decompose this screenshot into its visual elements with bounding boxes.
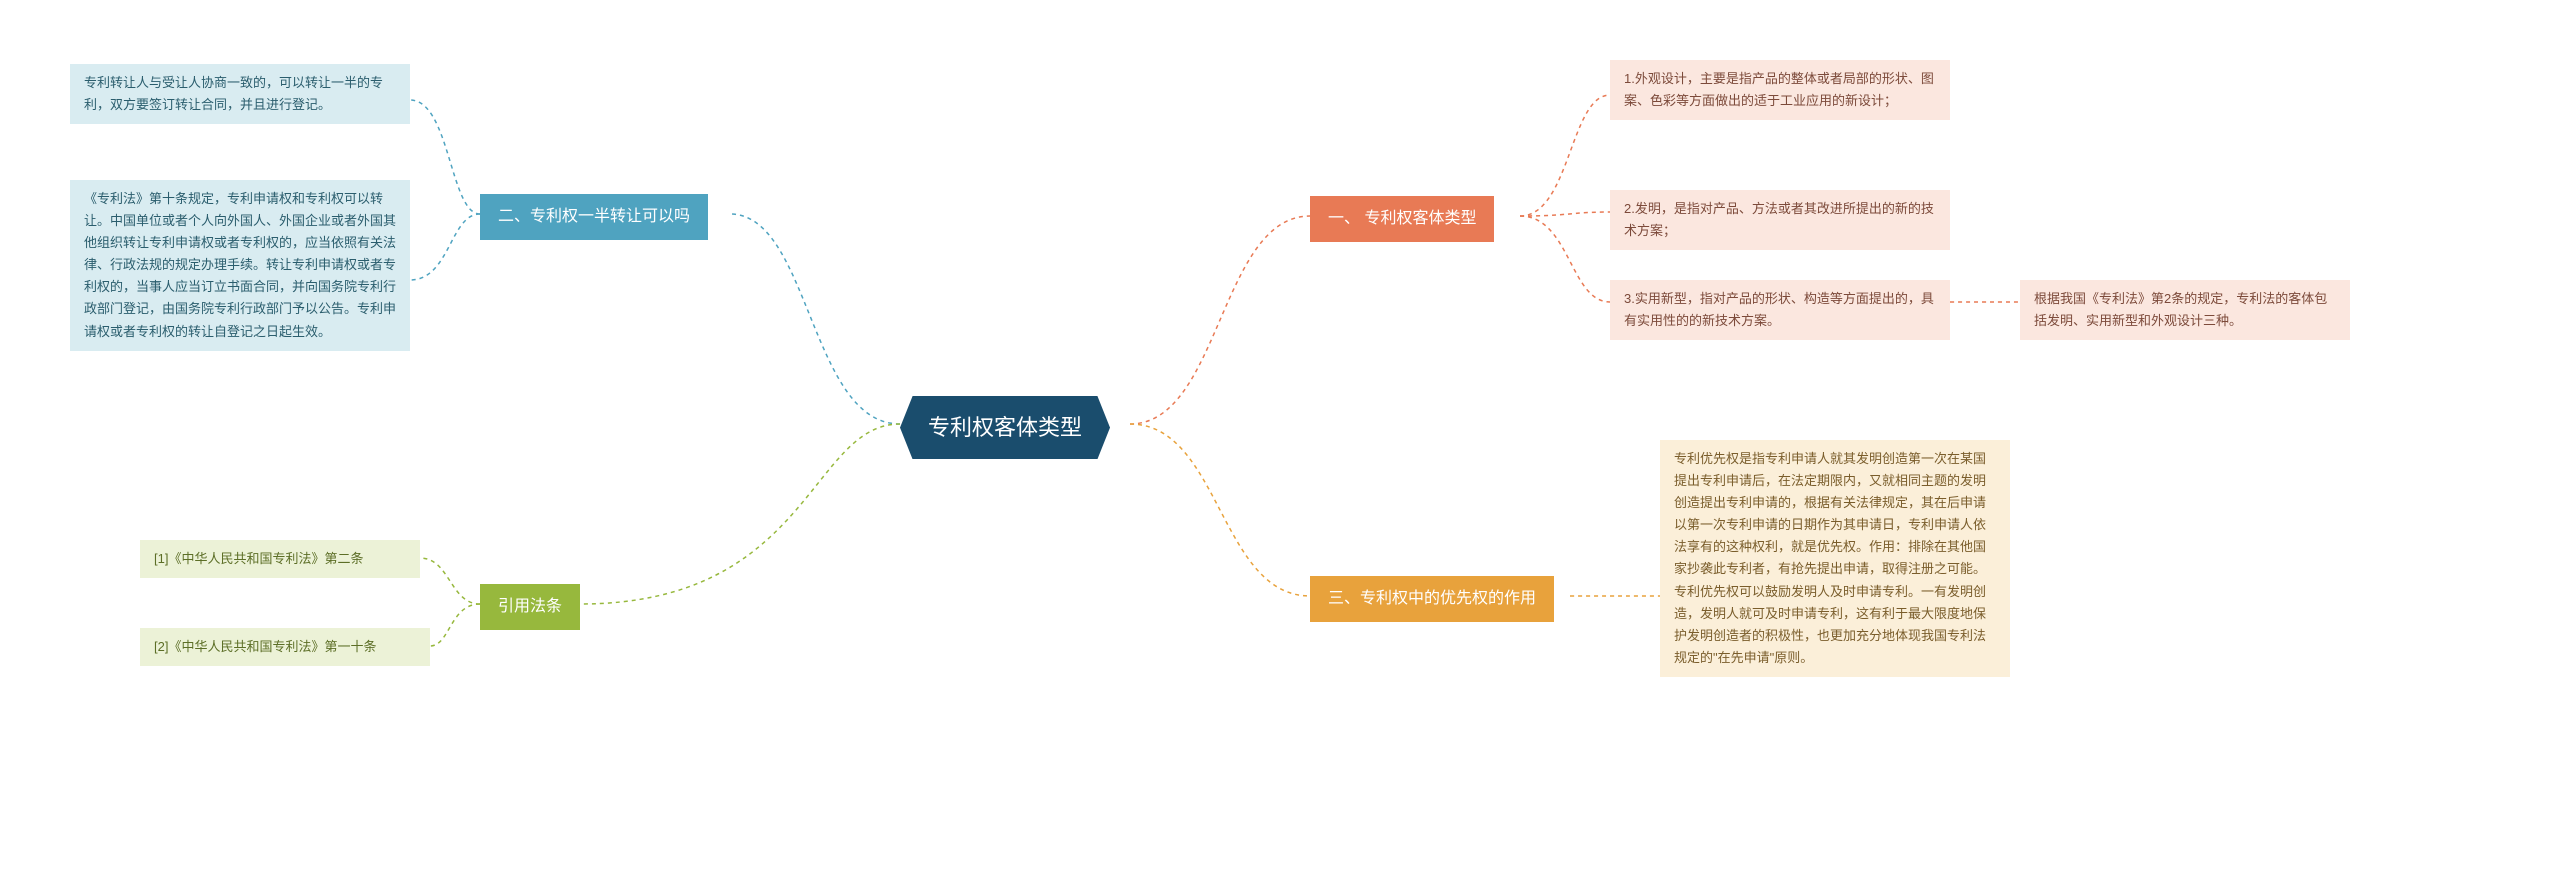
branch-3: 三、专利权中的优先权的作用 (1310, 576, 1554, 622)
leaf-3a: 专利优先权是指专利申请人就其发明创造第一次在某国提出专利申请后，在法定期限内，又… (1660, 440, 2010, 677)
center-node: 专利权客体类型 (900, 396, 1110, 459)
leaf-4a: [1]《中华人民共和国专利法》第二条 (140, 540, 420, 578)
leaf-1c: 3.实用新型，指对产品的形状、构造等方面提出的，具有实用性的的新技术方案。 (1610, 280, 1950, 340)
branch-4: 引用法条 (480, 584, 580, 630)
leaf-1b: 2.发明，是指对产品、方法或者其改进所提出的新的技术方案； (1610, 190, 1950, 250)
leaf-1a: 1.外观设计，主要是指产品的整体或者局部的形状、图案、色彩等方面做出的适于工业应… (1610, 60, 1950, 120)
leaf-1c2: 根据我国《专利法》第2条的规定，专利法的客体包括发明、实用新型和外观设计三种。 (2020, 280, 2350, 340)
connector-layer (0, 0, 2560, 895)
branch-2: 二、专利权一半转让可以吗 (480, 194, 708, 240)
branch-1: 一、 专利权客体类型 (1310, 196, 1494, 242)
leaf-2a: 专利转让人与受让人协商一致的，可以转让一半的专利，双方要签订转让合同，并且进行登… (70, 64, 410, 124)
leaf-4b: [2]《中华人民共和国专利法》第一十条 (140, 628, 430, 666)
leaf-2b: 《专利法》第十条规定，专利申请权和专利权可以转让。中国单位或者个人向外国人、外国… (70, 180, 410, 351)
